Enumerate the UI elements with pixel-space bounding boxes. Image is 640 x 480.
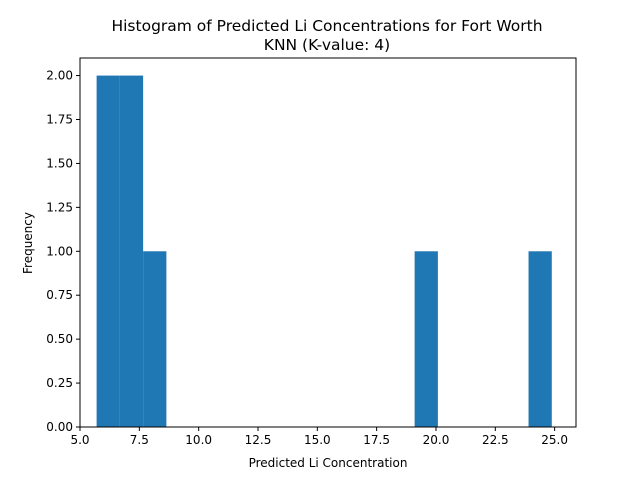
y-tick-label: 0.00 bbox=[46, 420, 73, 434]
y-tick-label: 0.25 bbox=[46, 376, 73, 390]
y-tick-label: 2.00 bbox=[46, 69, 73, 83]
x-tick-label: 17.5 bbox=[363, 433, 390, 447]
x-tick-label: 22.5 bbox=[482, 433, 509, 447]
y-axis-label: Frequency bbox=[21, 212, 35, 274]
histogram-bar-0 bbox=[96, 75, 120, 428]
x-tick-label: 10.0 bbox=[185, 433, 212, 447]
y-axis-ticks: 0.00 0.25 0.50 0.75 1.00 1.25 1.50 1.75 2.00 bbox=[46, 69, 80, 434]
y-tick-label: 1.25 bbox=[46, 200, 73, 214]
y-tick-label: 1.00 bbox=[46, 244, 73, 258]
y-tick-label: 0.75 bbox=[46, 288, 73, 302]
x-tick-label: 12.5 bbox=[245, 433, 272, 447]
x-tick-label: 5.0 bbox=[70, 433, 89, 447]
histogram-bar-2 bbox=[143, 251, 167, 427]
y-tick-label: 0.50 bbox=[46, 332, 73, 346]
x-tick-label: 15.0 bbox=[304, 433, 331, 447]
histogram-bar-3 bbox=[414, 251, 438, 427]
x-axis-ticks: 5.0 7.5 10.0 12.5 15.0 17.5 20.0 22.5 25.0 bbox=[70, 427, 568, 447]
histogram-bar-1 bbox=[119, 75, 144, 428]
plot-frame bbox=[79, 57, 577, 428]
chart-title-line-1: Histogram of Predicted Li Concentrations… bbox=[111, 17, 542, 35]
y-tick-label: 1.75 bbox=[46, 113, 73, 127]
x-tick-label: 7.5 bbox=[130, 433, 149, 447]
histogram-bar-4 bbox=[528, 251, 552, 427]
chart-title-line-2: KNN (K-value: 4) bbox=[264, 36, 390, 54]
x-tick-label: 25.0 bbox=[541, 433, 568, 447]
x-tick-label: 20.0 bbox=[423, 433, 450, 447]
x-axis-label: Predicted Li Concentration bbox=[249, 456, 408, 470]
y-tick-label: 1.50 bbox=[46, 156, 73, 170]
bars-group bbox=[96, 75, 552, 428]
